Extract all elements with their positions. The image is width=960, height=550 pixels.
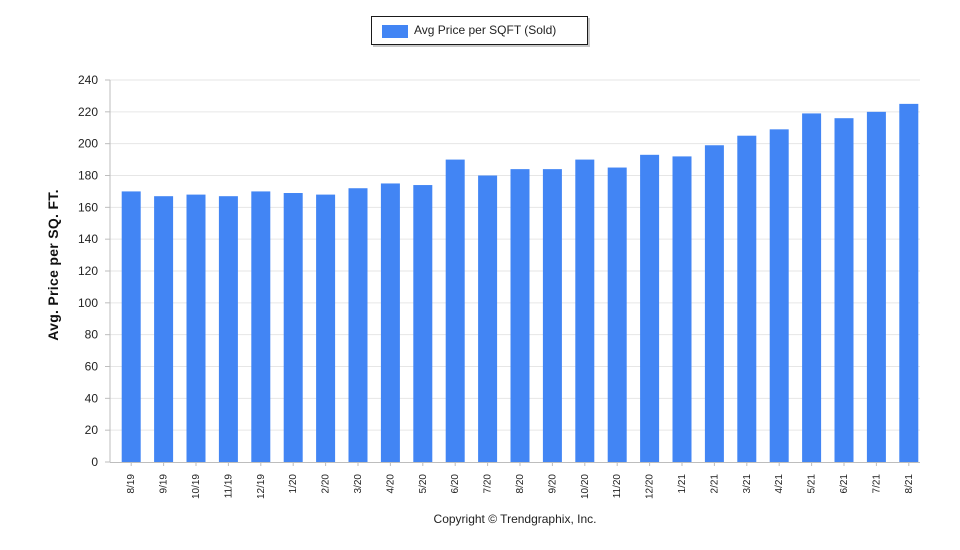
x-tick-label: 1/21 bbox=[677, 474, 688, 494]
bar bbox=[704, 145, 724, 462]
y-axis-title: Avg. Price per SQ. FT. bbox=[45, 189, 61, 341]
bar bbox=[899, 103, 919, 462]
x-tick-label: 11/20 bbox=[612, 474, 623, 499]
bar bbox=[640, 154, 660, 462]
bar bbox=[218, 196, 238, 463]
x-tick-label: 12/19 bbox=[256, 474, 267, 499]
bar bbox=[510, 169, 530, 462]
bar bbox=[154, 196, 174, 463]
y-tick-labels: 0 20 40 60 80 100 120 140 160 180 200 220 240 bbox=[78, 73, 98, 469]
x-tick-label: 3/20 bbox=[353, 474, 364, 494]
bar bbox=[802, 113, 822, 463]
bar bbox=[866, 111, 886, 462]
legend-label: Avg Price per SQFT (Sold) bbox=[414, 23, 557, 37]
bar bbox=[737, 135, 757, 463]
bar bbox=[316, 194, 336, 462]
y-tick-label: 120 bbox=[78, 264, 98, 278]
x-tick-label: 4/20 bbox=[385, 474, 396, 494]
x-tick-label: 2/21 bbox=[709, 474, 720, 494]
x-tick-label: 8/21 bbox=[904, 474, 915, 494]
bar bbox=[445, 159, 465, 463]
x-tick-label: 1/20 bbox=[288, 474, 299, 494]
y-tick-label: 60 bbox=[85, 360, 99, 374]
y-tick-label: 240 bbox=[78, 73, 98, 87]
x-tick-label: 7/20 bbox=[483, 474, 494, 494]
x-tick-label: 6/20 bbox=[450, 474, 461, 494]
x-tick-label: 8/20 bbox=[515, 474, 526, 494]
bar bbox=[380, 183, 400, 463]
bar bbox=[672, 156, 692, 462]
bar bbox=[478, 175, 498, 462]
x-tick-label: 9/19 bbox=[159, 474, 170, 494]
y-tick-label: 40 bbox=[85, 391, 99, 405]
y-tick-label: 0 bbox=[91, 455, 98, 469]
bar bbox=[186, 194, 206, 462]
y-tick-label: 100 bbox=[78, 296, 98, 310]
axes bbox=[105, 79, 920, 466]
x-tick-label: 10/20 bbox=[580, 474, 591, 499]
bars bbox=[121, 103, 919, 463]
y-tick-label: 80 bbox=[85, 328, 99, 342]
x-tick-label: 12/20 bbox=[645, 474, 656, 499]
x-tick-label: 6/21 bbox=[839, 474, 850, 494]
bar bbox=[575, 159, 595, 463]
x-tick-label: 11/19 bbox=[223, 474, 234, 499]
y-tick-label: 180 bbox=[78, 169, 98, 183]
x-tick-label: 2/20 bbox=[321, 474, 332, 494]
y-tick-label: 140 bbox=[78, 232, 98, 246]
x-tick-label: 10/19 bbox=[191, 474, 202, 499]
bar bbox=[834, 118, 854, 462]
y-tick-label: 220 bbox=[78, 105, 98, 119]
x-tick-label: 9/20 bbox=[547, 474, 558, 494]
x-tick-label: 5/20 bbox=[418, 474, 429, 494]
x-tick-label: 3/21 bbox=[742, 474, 753, 494]
y-tick-label: 160 bbox=[78, 200, 98, 214]
bar bbox=[769, 129, 789, 462]
bar bbox=[413, 185, 433, 463]
y-tick-label: 200 bbox=[78, 137, 98, 151]
x-tick-label: 4/21 bbox=[774, 474, 785, 494]
y-tick-label: 20 bbox=[85, 423, 99, 437]
legend: Avg Price per SQFT (Sold) bbox=[371, 16, 588, 45]
bar bbox=[542, 169, 562, 462]
x-tick-label: 8/19 bbox=[126, 474, 137, 494]
x-tick-label: 5/21 bbox=[807, 474, 818, 494]
bar bbox=[251, 191, 271, 462]
bar bbox=[607, 167, 627, 462]
copyright-text: Copyright © Trendgraphix, Inc. bbox=[433, 512, 597, 526]
x-tick-label: 7/21 bbox=[871, 474, 882, 494]
x-tick-labels: 8/19 9/19 10/19 11/19 12/19 1/20 2/20 3/20 4/20 5… bbox=[126, 474, 915, 499]
bar bbox=[283, 193, 303, 462]
bar bbox=[348, 188, 368, 462]
bar bbox=[121, 191, 141, 462]
legend-swatch bbox=[382, 25, 408, 38]
